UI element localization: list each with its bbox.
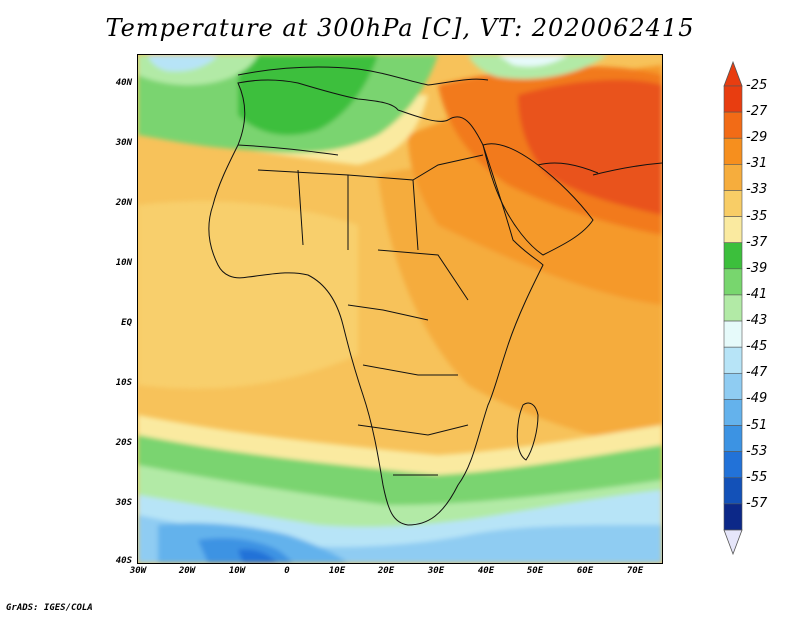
colorbar-label: -41 [746,286,768,302]
lon-tick-label: 50E [526,566,544,576]
coastlines [208,66,662,526]
lat-tick-label: 30S [115,498,132,508]
colorbar-swatch [723,190,743,217]
colorbar-label: -31 [746,156,768,172]
lat-tick-label: 40N [115,78,132,88]
credit-text: GrADS: IGES/COLA [6,603,93,613]
colorbar-swatch [723,111,743,139]
lat-tick-label: 10N [115,258,132,268]
colorbar-swatch [723,425,743,452]
lon-tick-label: 70E [626,566,644,576]
colorbar-label: -55 [746,469,768,485]
colorbar-label: -33 [746,182,768,198]
colorbar-label: -29 [746,130,768,146]
map-canvas [138,55,662,563]
colorbar-label: -39 [746,260,768,276]
colorbar-label: -27 [746,104,768,120]
colorbar-swatch [723,85,743,113]
lon-tick-label: 30E [427,566,445,576]
lon-tick-label: 20E [377,566,395,576]
colorbar-bottom-arrow [723,529,743,556]
colorbar-swatch [723,477,743,505]
colorbar-swatch [723,503,743,531]
colorbar-swatch [723,451,743,479]
colorbar-swatch [723,137,743,165]
lat-tick-label: 40S [115,556,132,566]
colorbar-label: -51 [746,417,768,433]
colorbar-swatch [723,164,743,191]
lon-tick-label: 60E [576,566,594,576]
chart-title: Temperature at 300hPa [C], VT: 202006241… [105,14,695,42]
colorbar-label: -49 [746,391,768,407]
lat-tick-label: 20S [115,438,132,448]
colorbar-label: -57 [746,495,768,511]
colorbar-swatch [723,242,743,270]
colorbar-label: -47 [746,365,768,381]
colorbar-label: -53 [746,443,768,459]
lon-tick-label: 0 [284,566,290,576]
lon-tick-label: 10E [328,566,346,576]
colorbar [723,60,743,556]
lon-tick-label: 30W [129,566,147,576]
temperature-map [137,54,663,564]
lat-tick-label: 10S [115,378,132,388]
lat-tick-label: 20N [115,198,132,208]
colorbar-swatch [723,294,743,322]
colorbar-label: -37 [746,234,768,250]
lat-tick-label: EQ [121,318,132,328]
colorbar-swatch [723,372,743,400]
lon-tick-label: 20W [178,566,196,576]
colorbar-label: -35 [746,208,768,224]
lon-tick-label: 40E [477,566,495,576]
colorbar-swatch [723,216,743,244]
lat-tick-label: 30N [115,138,132,148]
colorbar-top-arrow [723,60,743,87]
colorbar-swatch [723,346,743,374]
temperature-contours [138,55,662,563]
colorbar-label: -25 [746,78,768,93]
colorbar-swatch [723,399,743,426]
colorbar-swatch [723,268,743,296]
lon-tick-label: 10W [228,566,246,576]
colorbar-swatch [723,320,743,348]
colorbar-label: -43 [746,313,768,329]
colorbar-label: -45 [746,339,768,355]
